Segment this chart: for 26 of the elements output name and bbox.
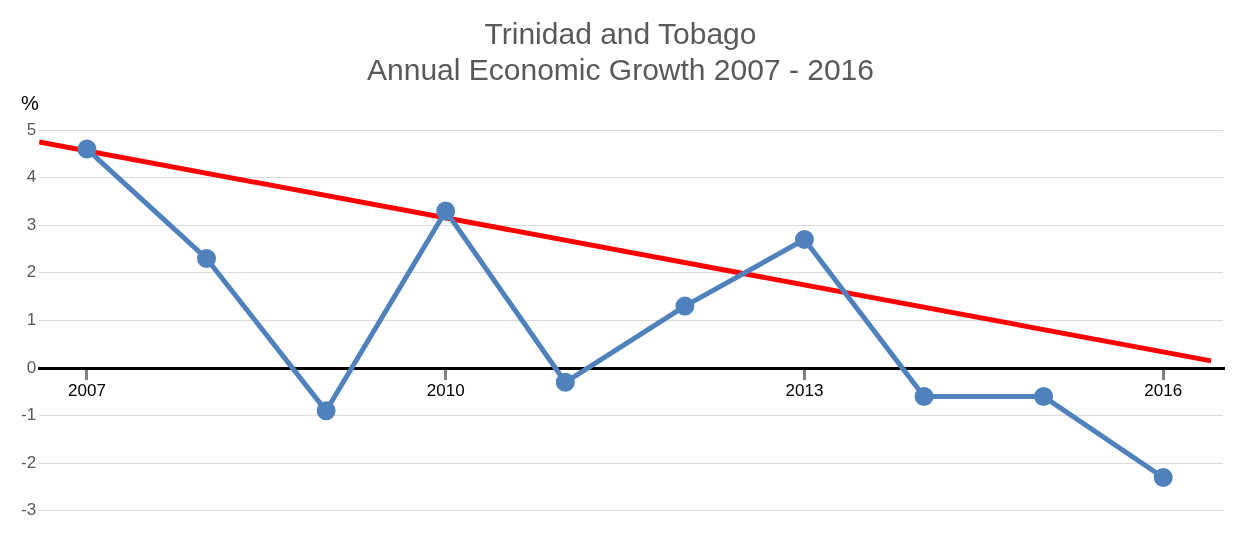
- y-tick-label: -1: [20, 405, 37, 425]
- chart-title: Trinidad and Tobago: [484, 17, 757, 51]
- point: [914, 387, 934, 407]
- y-tick-label: 0: [26, 357, 37, 377]
- y-tick-label: -2: [20, 452, 37, 472]
- point: [316, 401, 336, 421]
- chart-subtitle: Annual Economic Growth 2007 - 2016: [367, 53, 874, 87]
- x-tick-label: 2016: [1144, 380, 1183, 400]
- point: [1153, 467, 1173, 487]
- point: [197, 249, 217, 269]
- point: [794, 229, 814, 249]
- y-tick-label: 4: [26, 167, 37, 187]
- x-tick-label: 2010: [426, 380, 465, 400]
- y-axis-title: %: [21, 91, 40, 114]
- x-tick-label: 2007: [68, 380, 106, 400]
- y-tick-label: 3: [26, 214, 37, 234]
- y-tick-label: 1: [26, 310, 37, 330]
- point: [555, 372, 575, 392]
- point: [675, 296, 695, 316]
- y-tick-label: -3: [20, 500, 37, 520]
- point: [77, 139, 97, 159]
- point: [436, 201, 456, 221]
- y-tick-label: 2: [26, 262, 37, 282]
- x-tick-label: 2013: [785, 380, 824, 400]
- y-tick-label: 5: [26, 119, 37, 139]
- point: [1034, 387, 1054, 407]
